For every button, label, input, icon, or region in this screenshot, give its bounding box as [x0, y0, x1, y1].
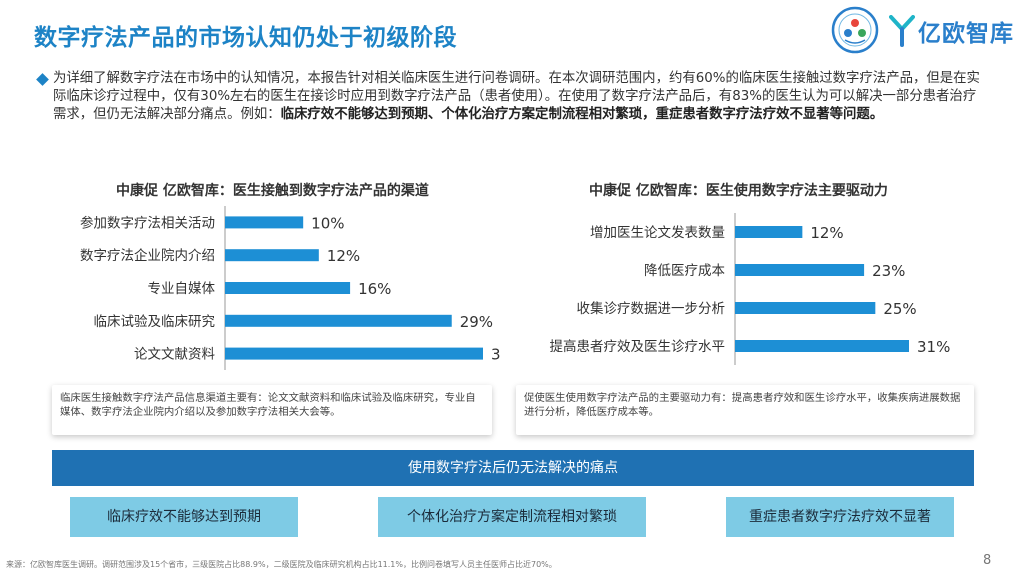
brand-logo-text: 亿欧智库: [918, 21, 1014, 47]
category-label: 数字疗法企业院内介绍: [80, 247, 215, 264]
bar: [735, 340, 909, 352]
source-note: 来源：亿欧智库医生调研。调研范围涉及15个省市，三级医院占比88.9%，二级医院…: [6, 560, 557, 569]
chart-drivers-title: 中康促 亿欧智库：医生使用数字疗法主要驱动力: [589, 183, 888, 199]
chart-channels: 参加数字疗法相关活动 10% 数字疗法企业院内介绍 12% 专业自媒体 16% 临床试验及临…: [50, 206, 500, 370]
intro-text-bold: 临床疗效不能够达到预期、个体化治疗方案定制流程相对繁琐，重症患者数字疗法疗效不显…: [280, 107, 884, 122]
chart-channels-note: 临床医生接触数字疗法产品信息渠道主要有：论文文献资料和临床试验及临床研究，专业自…: [52, 385, 492, 435]
category-label: 收集诊疗数据进一步分析: [577, 301, 726, 317]
bar: [225, 216, 304, 229]
data-label: 12%: [327, 247, 360, 265]
data-label: 31%: [917, 338, 950, 356]
pain-point-box: 个体化治疗方案定制流程相对繁琐: [378, 497, 646, 537]
category-label: 临床试验及临床研究: [94, 314, 216, 330]
chart-channels-title: 中康促 亿欧智库：医生接触到数字疗法产品的渠道: [116, 183, 429, 199]
diamond-bullet-icon: [36, 73, 49, 86]
data-label: 33%: [491, 346, 500, 364]
data-label: 29%: [460, 313, 493, 331]
data-label: 23%: [872, 262, 905, 280]
category-label: 增加医生论文发表数量: [590, 225, 725, 241]
pain-point-box: 临床疗效不能够达到预期: [70, 497, 298, 537]
circular-seal-icon: [831, 6, 879, 54]
page-number: 8: [983, 553, 992, 568]
category-label: 专业自媒体: [148, 281, 216, 297]
chart2-svg: 增加医生论文发表数量 12% 降低医疗成本 23% 收集诊疗数据进一步分析 25% 提高患者…: [550, 213, 950, 365]
intro-text: 为详细了解数字疗法在市场中的认知情况，本报告针对相关临床医生进行问卷调研。在本次…: [53, 70, 988, 124]
chart-drivers-note: 促使医生使用数字疗法产品的主要驱动力有：提高患者疗效和医生诊疗水平，收集疾病进展…: [516, 385, 974, 435]
page-title: 数字疗法产品的市场认知仍处于初级阶段: [34, 25, 457, 51]
data-label: 25%: [883, 300, 916, 318]
chart-drivers: 增加医生论文发表数量 12% 降低医疗成本 23% 收集诊疗数据进一步分析 25% 提高患者…: [515, 213, 985, 365]
pain-points-banner: 使用数字疗法后仍无法解决的痛点: [52, 450, 974, 486]
data-label: 10%: [311, 214, 344, 232]
category-label: 参加数字疗法相关活动: [80, 214, 215, 231]
category-label: 提高患者疗效及医生诊疗水平: [550, 338, 726, 355]
bar: [225, 314, 452, 327]
data-label: 16%: [358, 280, 391, 298]
bar: [225, 282, 351, 294]
pain-point-box: 重症患者数字疗法疗效不显著: [726, 497, 954, 537]
category-label: 论文文献资料: [134, 347, 215, 363]
bar: [225, 249, 319, 262]
bar: [735, 264, 865, 276]
yiou-y-mark-icon: [889, 15, 915, 47]
data-label: 12%: [810, 224, 843, 242]
bar: [735, 302, 876, 314]
bar: [735, 226, 803, 238]
intro-text-plain: 为详细了解数字疗法在市场中的认知情况，本报告针对相关临床医生进行问卷调研。在本次…: [53, 71, 980, 122]
bar: [225, 347, 483, 360]
category-label: 降低医疗成本: [644, 263, 725, 279]
chart1-svg: 参加数字疗法相关活动 10% 数字疗法企业院内介绍 12% 专业自媒体 16% 临床试验及临…: [80, 206, 500, 370]
